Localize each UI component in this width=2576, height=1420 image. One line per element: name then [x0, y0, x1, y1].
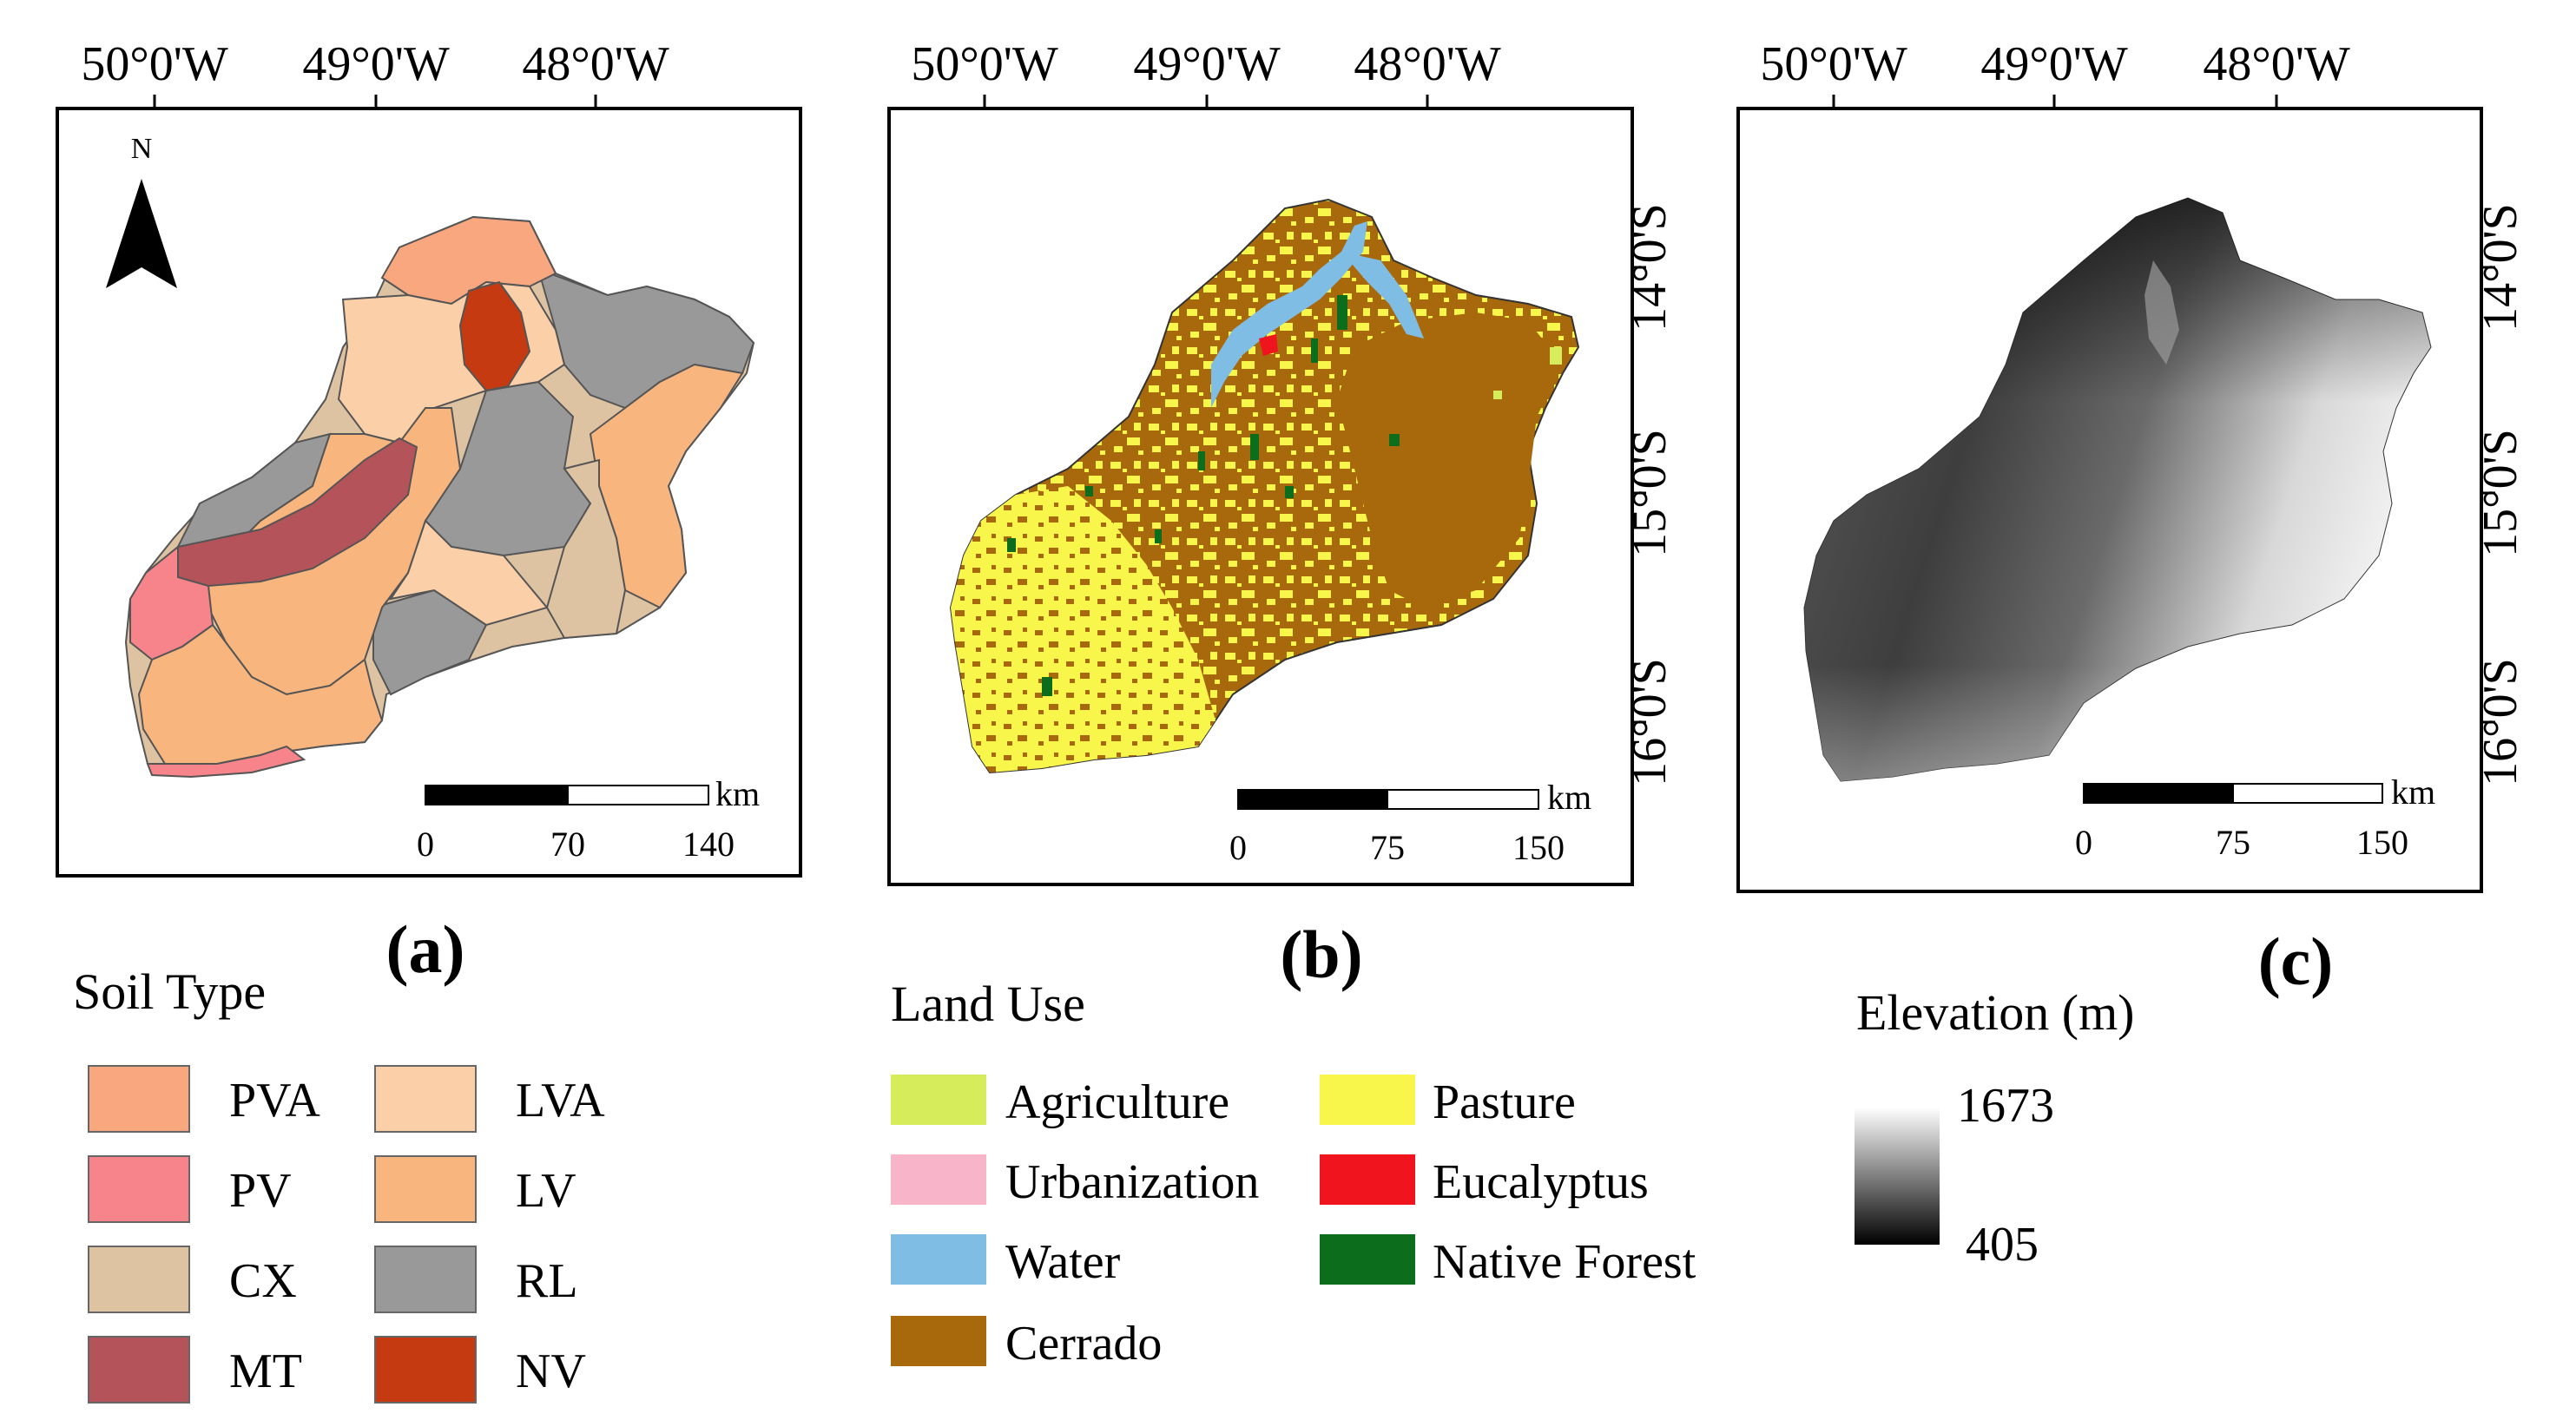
- soil-cx-east: [545, 458, 627, 640]
- svg-text:MT: MT: [229, 1344, 302, 1398]
- map-c-label: (c): [2258, 924, 2334, 999]
- landuse-legend-item: Native Forest: [1320, 1234, 1696, 1289]
- svg-text:LV: LV: [516, 1164, 576, 1218]
- landuse-legend-item: Water: [891, 1234, 1121, 1289]
- scalebar-c-tick-1: 75: [2216, 823, 2250, 862]
- soil-lva-central: [388, 519, 549, 627]
- scalebar-b-tick-0: 0: [1229, 828, 1247, 867]
- soil-legend-item: LVA: [374, 1065, 605, 1133]
- map-c-lon-tick-1: 49°0'W: [1980, 37, 2127, 91]
- landuse-legend-item: Urbanization: [891, 1154, 1259, 1209]
- scalebar-c-tick-2: 150: [2356, 823, 2408, 862]
- landuse-legend: Land Use Agriculture Pasture Urbanizatio…: [891, 976, 1696, 1371]
- map-b-lat-tick-2: 16°0'S: [1623, 658, 1677, 786]
- svg-text:Native Forest: Native Forest: [1433, 1235, 1696, 1289]
- elevation-max: 1673: [1957, 1079, 2054, 1133]
- landuse-cerrado-east: [1337, 312, 1563, 608]
- scalebar-a-tick-2: 140: [682, 825, 735, 864]
- map-c-lon-tick-0: 50°0'W: [1760, 37, 1907, 91]
- map-c-lon-tick-2: 48°0'W: [2203, 37, 2349, 91]
- map-a-lon-tick-1: 49°0'W: [302, 37, 449, 91]
- north-arrow-icon: [106, 179, 177, 288]
- map-c-lon-ticks: 50°0'W 49°0'W 48°0'W: [1760, 37, 2350, 108]
- landuse-eucalyptus: [1259, 334, 1278, 356]
- scalebar-b-tick-1: 75: [1370, 828, 1405, 867]
- map-b-lat-ticks: 14°0'S 15°0'S 16°0'S: [1623, 203, 1677, 786]
- soil-pv-south: [146, 745, 306, 779]
- svg-text:Cerrado: Cerrado: [1005, 1317, 1162, 1371]
- north-label: N: [131, 133, 153, 165]
- map-b-lat-tick-0: 14°0'S: [1623, 203, 1677, 332]
- svg-text:Eucalyptus: Eucalyptus: [1433, 1155, 1649, 1209]
- landuse-legend-item: Eucalyptus: [1320, 1154, 1649, 1209]
- soil-legend-item: CX: [88, 1246, 297, 1313]
- map-a-label: (a): [386, 911, 465, 987]
- soil-legend-item: LV: [374, 1155, 576, 1223]
- soil-legend-item: PV: [88, 1155, 292, 1223]
- map-c-lat-ticks: 14°0'S 15°0'S 16°0'S: [2474, 203, 2527, 786]
- map-b-label: (b): [1280, 917, 1362, 992]
- map-c-lat-tick-1: 15°0'S: [2474, 429, 2527, 557]
- landuse-legend-item: Agriculture: [891, 1075, 1229, 1129]
- map-a-lon-ticks: 50°0'W 49°0'W 48°0'W: [81, 37, 669, 108]
- elevation-min: 405: [1966, 1218, 2039, 1272]
- landuse-legend-item: Cerrado: [891, 1316, 1162, 1371]
- north-arrow: N: [106, 133, 177, 288]
- soil-legend-item: RL: [374, 1246, 578, 1313]
- map-b-lon-tick-1: 49°0'W: [1133, 37, 1280, 91]
- scalebar-b-unit: km: [1547, 778, 1591, 817]
- svg-text:Pasture: Pasture: [1433, 1075, 1576, 1129]
- soil-polygons: [124, 215, 755, 779]
- scalebar-a-unit: km: [715, 774, 760, 813]
- map-b-lon-tick-0: 50°0'W: [911, 37, 1057, 91]
- elevation-legend-title: Elevation (m): [1856, 984, 2135, 1041]
- svg-text:Agriculture: Agriculture: [1005, 1075, 1229, 1129]
- svg-text:LVA: LVA: [516, 1074, 605, 1127]
- map-c-lat-tick-0: 14°0'S: [2474, 203, 2527, 332]
- map-a-lon-tick-0: 50°0'W: [81, 37, 227, 91]
- basin-dem-shade: [1804, 198, 2431, 781]
- svg-text:PV: PV: [229, 1164, 292, 1218]
- scalebar-c-tick-0: 0: [2075, 823, 2092, 862]
- landuse-water: [1211, 221, 1424, 408]
- soil-legend-item: MT: [88, 1336, 302, 1404]
- map-b-lon-ticks: 50°0'W 49°0'W 48°0'W: [911, 37, 1501, 108]
- scalebar-a: 0 70 140 km: [417, 774, 760, 864]
- soil-legend-title: Soil Type: [73, 963, 266, 1020]
- svg-text:Urbanization: Urbanization: [1005, 1155, 1259, 1209]
- map-b-landuse: 0 75 150 km 50°0'W 49°0'W 48°0'W 14°0'S …: [887, 37, 1677, 992]
- map-c-lat-tick-2: 16°0'S: [2474, 658, 2527, 786]
- landuse-legend-item: Pasture: [1320, 1075, 1576, 1129]
- svg-text:PVA: PVA: [229, 1074, 320, 1127]
- soil-legend-item: NV: [374, 1336, 586, 1404]
- map-a-soil: N 0 70 140 km 50°0'W 49°0'W 48°0'W (a): [56, 37, 802, 987]
- elevation-legend: Elevation (m) 1673 405: [1855, 984, 2135, 1272]
- landuse-legend-title: Land Use: [891, 976, 1085, 1032]
- soil-lv-east: [589, 363, 744, 609]
- svg-text:NV: NV: [516, 1344, 586, 1398]
- soil-lv-south: [137, 623, 384, 765]
- scalebar-c: 0 75 150 km: [2075, 772, 2435, 862]
- map-a-lon-tick-2: 48°0'W: [522, 37, 669, 91]
- landuse-pasture-west: [951, 486, 1216, 772]
- scalebar-b: 0 75 150 km: [1229, 778, 1591, 867]
- landuse-agriculture: [1493, 347, 1562, 399]
- map-c-elevation: 0 75 150 km 50°0'W 49°0'W 48°0'W 14°0'S …: [1736, 37, 2527, 999]
- map-b-lon-tick-2: 48°0'W: [1354, 37, 1500, 91]
- svg-text:CX: CX: [229, 1254, 297, 1308]
- dem-ridge: [2144, 260, 2179, 365]
- landuse-native-forest: [1007, 295, 1400, 696]
- soil-nv: [458, 280, 531, 392]
- soil-legend-item: PVA: [88, 1065, 320, 1133]
- svg-text:Water: Water: [1005, 1235, 1121, 1289]
- elevation-colorbar: [1855, 1108, 1940, 1245]
- scalebar-c-unit: km: [2391, 772, 2435, 812]
- soil-legend: Soil Type PVA LVA PV LV CX RL MT: [73, 963, 605, 1404]
- map-b-lat-tick-1: 15°0'S: [1623, 429, 1677, 557]
- scalebar-b-tick-2: 150: [1512, 828, 1565, 867]
- scalebar-a-tick-1: 70: [550, 825, 585, 864]
- svg-text:RL: RL: [516, 1254, 578, 1308]
- scalebar-a-tick-0: 0: [417, 825, 434, 864]
